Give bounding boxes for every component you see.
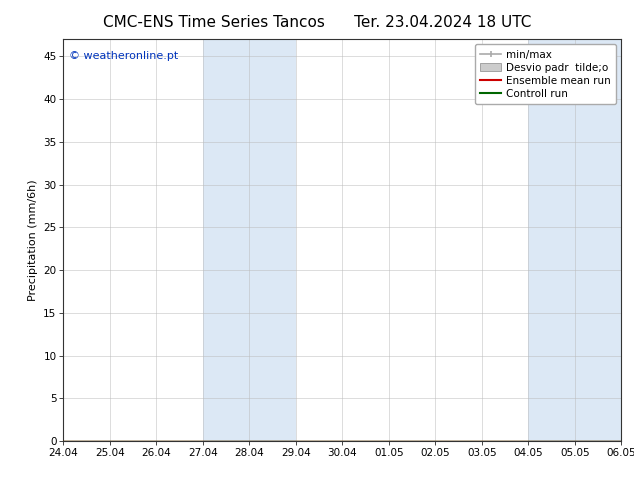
Text: CMC-ENS Time Series Tancos      Ter. 23.04.2024 18 UTC: CMC-ENS Time Series Tancos Ter. 23.04.20…: [103, 15, 531, 30]
Legend: min/max, Desvio padr  tilde;o, Ensemble mean run, Controll run: min/max, Desvio padr tilde;o, Ensemble m…: [475, 45, 616, 104]
Bar: [528, 39, 621, 441]
Bar: [203, 39, 296, 441]
Y-axis label: Precipitation (mm/6h): Precipitation (mm/6h): [28, 179, 37, 301]
Text: © weatheronline.pt: © weatheronline.pt: [69, 51, 178, 61]
